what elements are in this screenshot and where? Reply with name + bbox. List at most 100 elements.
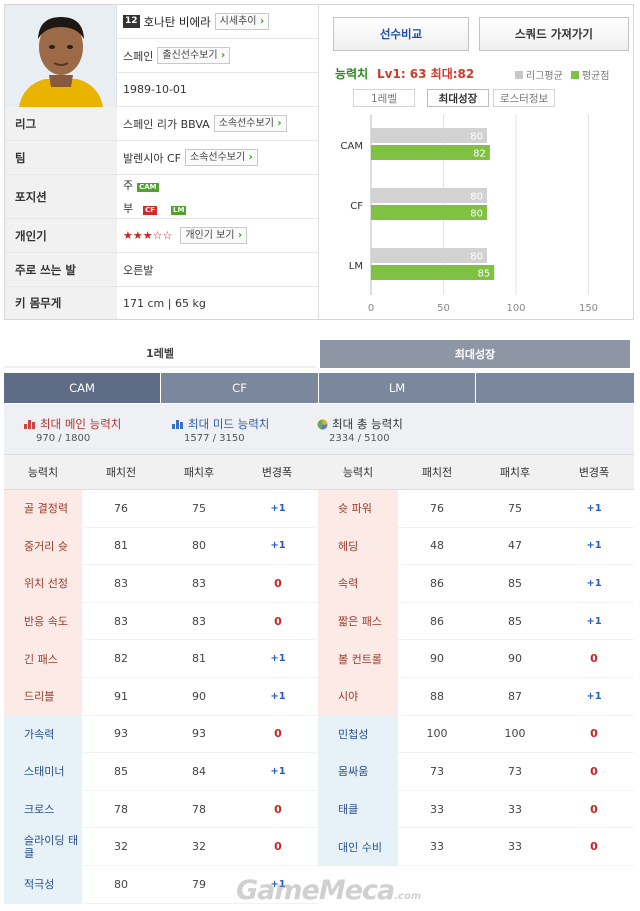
bar-chart-icon [172, 420, 183, 429]
stat-change: +1 [238, 490, 318, 528]
stat-name: 위치 선정 [4, 565, 82, 603]
nation-players-link[interactable]: 출신선수보기 [157, 47, 231, 64]
price-trend-button[interactable]: 시세추이 [214, 13, 270, 30]
bar-chart-icon [24, 420, 35, 429]
column-header: 변경폭 [261, 466, 293, 479]
stat-after: 100 [476, 716, 554, 754]
bar-value-label: 80 [470, 209, 483, 220]
stat-before: 100 [398, 716, 476, 754]
stat-name: 가속력 [4, 715, 82, 754]
stat-after: 33 [476, 791, 554, 829]
stat-before: 90 [398, 640, 476, 678]
stat-before: 80 [82, 866, 160, 904]
column-header: 패치후 [499, 466, 531, 479]
chart-tab-level1[interactable]: 1레벨 [353, 89, 415, 107]
stat-after: 81 [160, 640, 238, 678]
x-tick-label: 150 [579, 303, 598, 314]
stat-name: 중거리 슛 [4, 527, 82, 566]
stat-change: +1 [238, 866, 318, 904]
stat-change: 0 [554, 640, 634, 678]
stat-change: +1 [238, 753, 318, 791]
chart-tab-roster[interactable]: 로스터정보 [493, 89, 555, 107]
stat-name: 짧은 패스 [318, 602, 398, 641]
stat-name: 반응 속도 [4, 602, 82, 641]
stat-change: 0 [238, 603, 318, 641]
stat-name: 헤딩 [318, 527, 398, 566]
column-header: 변경폭 [578, 466, 610, 479]
stat-name: 시야 [318, 678, 398, 716]
position-tab-lm[interactable]: LM [319, 373, 475, 403]
stat-before: 83 [82, 603, 160, 641]
bar [371, 248, 487, 263]
info-row-position: 포지션 주 CAM 부 CF LM [5, 175, 318, 219]
chart-legend: 리그평균 평균점 [515, 67, 609, 82]
position-badge: LM [171, 206, 187, 215]
league-players-link[interactable]: 소속선수보기 [213, 115, 287, 132]
stat-before: 33 [398, 828, 476, 866]
stat-after: 90 [476, 640, 554, 678]
watermark-text: GameMeca [236, 875, 395, 906]
bar-value-label: 82 [473, 149, 486, 160]
position-tab-empty[interactable] [476, 373, 634, 403]
x-tick-label: 50 [437, 303, 450, 314]
position-badge: CF [143, 206, 158, 215]
summary-band: 최대 메인 능력치 970 / 1800 최대 미드 능력치 1577 / 31… [4, 404, 634, 454]
bar [371, 128, 487, 143]
stat-after: 85 [476, 565, 554, 603]
stat-after: 80 [160, 528, 238, 566]
stat-name: 볼 컨트롤 [318, 640, 398, 678]
stat-before: 82 [82, 640, 160, 678]
stat-name: 골 결정력 [4, 490, 82, 528]
player-nation: 스페인 [123, 49, 154, 63]
rating-label: 능력치 [335, 67, 369, 81]
stat-after: 75 [476, 490, 554, 528]
summary-value: 1577 / 3150 [184, 433, 245, 444]
stat-after: 47 [476, 528, 554, 566]
legend-label: 리그평균 [526, 71, 563, 82]
summary-label: 최대 총 능력치 [332, 417, 403, 431]
stat-after: 75 [160, 490, 238, 528]
summary-label: 최대 메인 능력치 [40, 417, 122, 431]
tab-level1[interactable]: 1레벨 [4, 340, 316, 368]
position-tab-cf[interactable]: CF [161, 373, 318, 403]
stat-change: +1 [238, 640, 318, 678]
stat-change: +1 [238, 528, 318, 566]
rating-values: Lv1: 63 최대:82 [377, 67, 475, 81]
info-label: 팀 [5, 141, 117, 174]
player-birth: 1989-10-01 [123, 83, 187, 96]
stat-change: 0 [554, 828, 634, 866]
column-header: 능력치 [27, 466, 59, 479]
stat-change: 0 [554, 753, 634, 791]
info-row-body: 키 몸무게 171 cm | 65 kg [5, 287, 318, 319]
stat-name: 태클 [318, 790, 398, 829]
summary-value: 970 / 1800 [36, 433, 91, 444]
info-label: 개인기 [5, 219, 117, 252]
bar [371, 188, 487, 203]
table-header [4, 454, 634, 490]
stat-name: 슛 파워 [318, 490, 398, 528]
stat-name: 대인 수비 [318, 828, 398, 866]
stat-name: 속력 [318, 565, 398, 603]
stat-after: 90 [160, 678, 238, 716]
position-tab-cam[interactable]: CAM [4, 373, 160, 403]
tab-max-growth[interactable]: 최대성장 [320, 340, 630, 368]
bar [371, 145, 490, 160]
info-row-skill: 개인기 ★★★☆☆ 개인기 보기 [5, 219, 318, 253]
player-info-panel: 12 호나탄 비에라 시세추이 스페인 출신선수보기 1989-10-01 리그… [4, 4, 634, 320]
stat-before: 32 [82, 828, 160, 866]
chart-tab-max-growth[interactable]: 최대성장 [427, 89, 489, 107]
stat-after: 84 [160, 753, 238, 791]
stat-before: 76 [398, 490, 476, 528]
body-value: 171 cm | 65 kg [123, 296, 206, 310]
summary-mid: 최대 미드 능력치 [172, 416, 269, 432]
squad-import-button[interactable]: 스쿼드 가져가기 [479, 17, 629, 51]
bar [371, 205, 487, 220]
skill-view-link[interactable]: 개인기 보기 [180, 227, 248, 244]
stat-change: +1 [554, 603, 634, 641]
stat-change: 0 [238, 791, 318, 829]
stat-change: 0 [238, 716, 318, 754]
compare-button[interactable]: 선수비교 [333, 17, 469, 51]
team-players-link[interactable]: 소속선수보기 [184, 149, 258, 166]
stat-before: 83 [82, 565, 160, 603]
summary-value: 2334 / 5100 [329, 433, 390, 444]
